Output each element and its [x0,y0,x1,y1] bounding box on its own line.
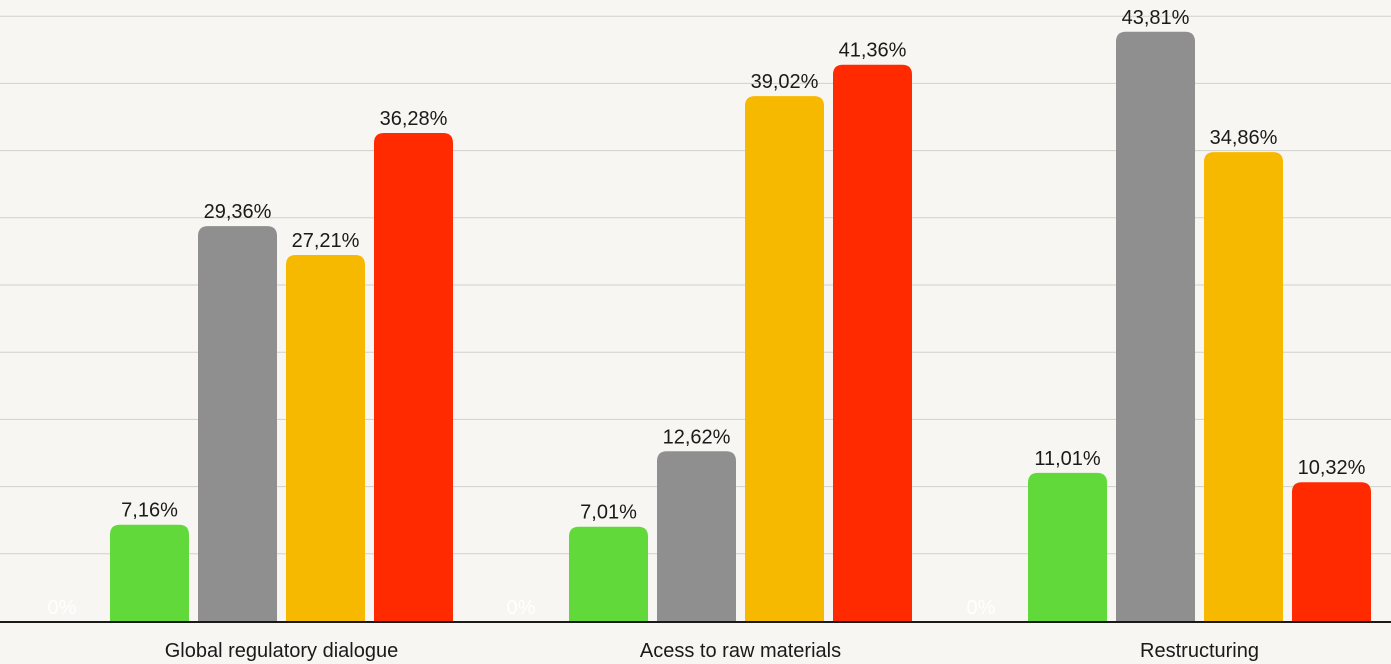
bar [198,226,277,622]
zero-label: 0% [507,597,536,619]
category-label: Acess to raw materials [640,640,841,662]
bar [374,133,453,622]
data-label: 11,01% [1034,448,1101,470]
bar [1028,472,1107,622]
bars [110,31,1371,623]
bar [1292,482,1371,622]
bar [286,255,365,622]
data-label: 43,81% [1122,7,1190,29]
bar [110,524,189,622]
zero-labels: 0% 0% 0% [48,597,996,619]
data-label: 10,32% [1298,457,1366,479]
data-label: 36,28% [380,108,448,130]
data-label: 39,02% [751,71,819,93]
zero-label: 0% [967,597,996,619]
bar [657,451,736,622]
bar [745,96,824,622]
bar [1116,31,1195,623]
category-label: Restructuring [1140,640,1259,662]
bar [569,526,648,622]
value-labels: 7,16% 29,36% 27,21% 36,28% 7,01% 12,62% 39,02%… [121,7,1365,524]
zero-label: 0% [48,597,77,619]
category-labels: Global regulatory dialogue Acess to raw m… [165,640,1259,662]
bar [833,64,912,622]
data-label: 41,36% [839,40,907,62]
data-label: 7,01% [580,502,637,524]
data-label: 7,16% [121,500,178,522]
bar [1204,152,1283,622]
data-label: 34,86% [1210,127,1278,149]
data-label: 29,36% [204,201,272,223]
data-label: 27,21% [292,230,360,252]
category-label: Global regulatory dialogue [165,640,399,662]
data-label: 12,62% [663,426,731,448]
